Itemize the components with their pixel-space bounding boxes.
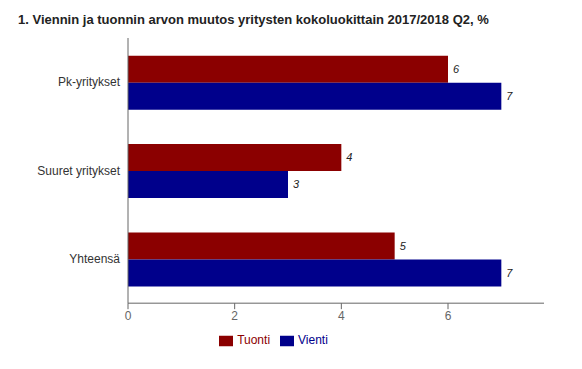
svg-text:3: 3: [293, 178, 300, 190]
svg-text:4: 4: [346, 151, 352, 163]
svg-text:6: 6: [445, 309, 452, 323]
svg-text:Suuret yritykset: Suuret yritykset: [37, 164, 120, 178]
svg-text:2: 2: [231, 309, 238, 323]
html-text:Tuonti: Tuonti: [237, 333, 270, 348]
svg-text:Pk-yritykset: Pk-yritykset: [58, 75, 121, 89]
html-text:Vienti: Vienti: [298, 333, 328, 348]
svg-text:4: 4: [338, 309, 345, 323]
svg-text:7: 7: [506, 267, 513, 279]
svg-text:Yhteensä: Yhteensä: [69, 252, 120, 266]
html-text:1. Viennin ja tuonnin arvon mu: 1. Viennin ja tuonnin arvon muutos yrity…: [18, 12, 489, 27]
svg-text:6: 6: [453, 63, 460, 75]
svg-text:7: 7: [506, 90, 513, 102]
svg-text:0: 0: [125, 309, 132, 323]
svg-text:5: 5: [400, 240, 407, 252]
